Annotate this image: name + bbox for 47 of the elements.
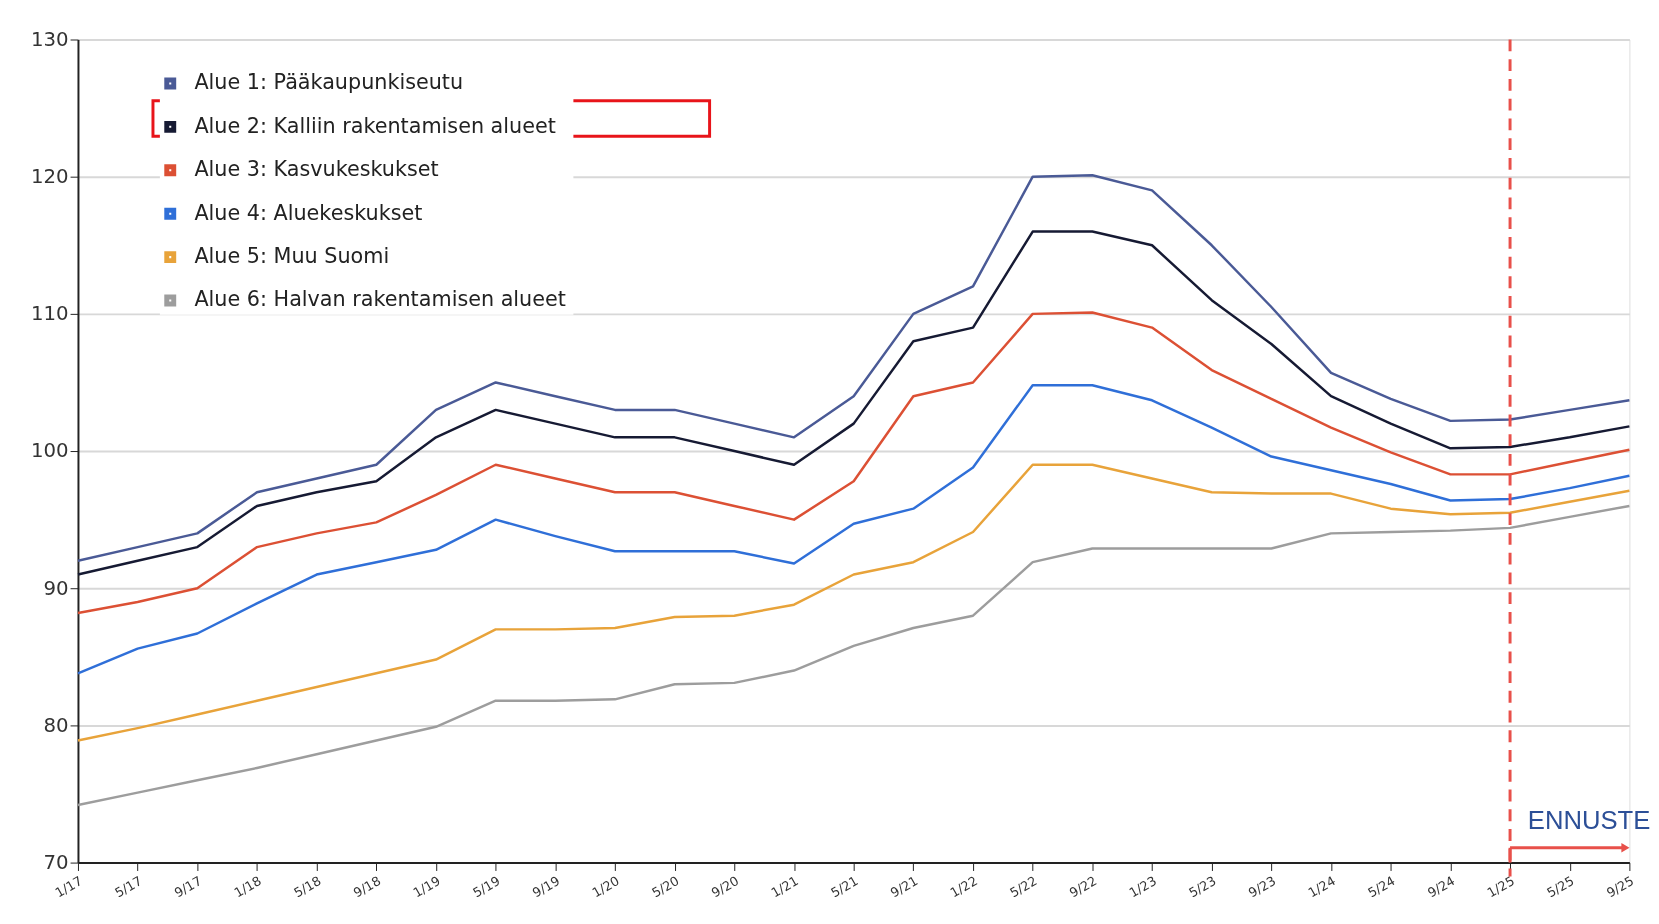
x-tick-label: 1/20 xyxy=(589,873,622,901)
legend-label: Alue 4: Aluekeskukset xyxy=(194,200,423,225)
legend-label: Alue 6: Halvan rakentamisen alueet xyxy=(194,287,566,312)
x-tick-label: 1/19 xyxy=(410,873,443,901)
x-tick-label: 9/24 xyxy=(1424,873,1458,901)
x-tick-label: 1/24 xyxy=(1305,873,1338,901)
x-tick-label: 9/25 xyxy=(1603,873,1637,901)
y-tick-label: 110 xyxy=(30,302,69,326)
line-series xyxy=(76,230,1631,576)
x-tick-label: 9/20 xyxy=(708,873,742,901)
x-tick-label: 9/22 xyxy=(1066,873,1100,901)
x-tick-label: 1/25 xyxy=(1484,873,1517,901)
x-tick-label: 1/23 xyxy=(1126,873,1159,901)
legend-label: Alue 1: Pääkaupunkiseutu xyxy=(194,70,464,95)
x-tick-label: 5/17 xyxy=(112,873,145,901)
legend-label: Alue 3: Kasvukeskukset xyxy=(194,157,439,182)
x-tick-label: 5/22 xyxy=(1007,873,1040,901)
y-tick-label: 100 xyxy=(30,439,69,463)
line-series xyxy=(76,383,1631,675)
legend-label: Alue 5: Muu Suomi xyxy=(194,244,390,269)
x-tick-label: 9/18 xyxy=(350,873,384,901)
x-tick-label: 9/19 xyxy=(529,873,563,901)
x-tick-label: 1/21 xyxy=(768,873,801,901)
legend-label: Alue 2: Kalliin rakentamisen alueet xyxy=(194,113,556,138)
x-tick-label: 5/21 xyxy=(828,873,861,901)
x-tick-label: 9/23 xyxy=(1245,873,1279,901)
x-tick-label: 1/18 xyxy=(231,873,264,901)
y-tick-label: 90 xyxy=(43,576,69,600)
y-tick-label: 80 xyxy=(43,713,69,737)
line-series xyxy=(76,463,1631,742)
x-tick-label: 1/17 xyxy=(52,873,85,901)
line-series xyxy=(76,311,1631,615)
x-tick-label: 5/19 xyxy=(470,873,503,901)
ref-line-label: ENNUSTE xyxy=(1527,806,1651,835)
x-tick-label: 5/23 xyxy=(1186,873,1219,901)
x-tick-label: 9/21 xyxy=(887,873,921,901)
x-tick-label: 9/17 xyxy=(171,873,205,901)
y-tick-label: 130 xyxy=(30,27,69,51)
x-tick-label: 5/25 xyxy=(1544,873,1577,901)
line-series xyxy=(76,174,1631,563)
x-tick-label: 1/22 xyxy=(947,873,980,901)
y-tick-label: 120 xyxy=(30,165,69,189)
line-series xyxy=(76,504,1631,807)
x-tick-label: 5/20 xyxy=(649,873,682,901)
x-tick-label: 5/18 xyxy=(291,873,324,901)
x-tick-label: 5/24 xyxy=(1365,873,1398,901)
y-tick-label: 70 xyxy=(43,851,69,875)
